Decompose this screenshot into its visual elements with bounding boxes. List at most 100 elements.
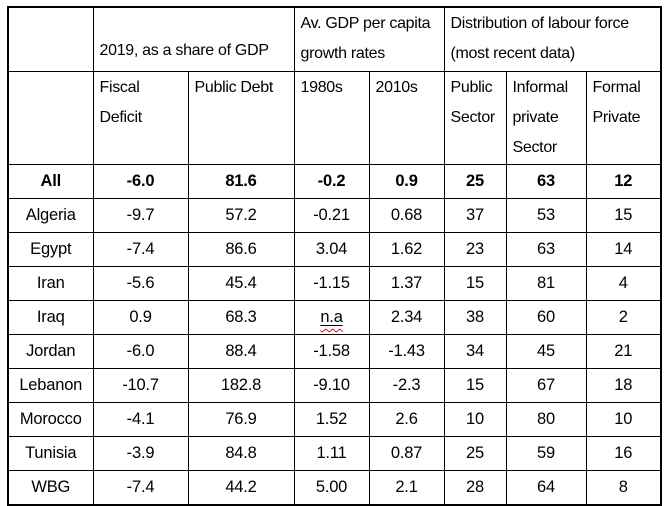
- cell: 10: [585, 402, 662, 437]
- cell: -0.2: [293, 164, 370, 199]
- cell: -0.21: [293, 198, 370, 233]
- cell: -2.3: [368, 368, 445, 403]
- cell: 57.2: [187, 198, 295, 233]
- cell: 64: [505, 470, 587, 506]
- cell: 81: [505, 266, 587, 301]
- cell: -7.4: [92, 470, 189, 506]
- cell: 84.8: [187, 436, 295, 471]
- cell: 45.4: [187, 266, 295, 301]
- cell: -1.15: [293, 266, 370, 301]
- cell: 86.6: [187, 232, 295, 267]
- cell: 12: [585, 164, 662, 199]
- cell: n.a: [293, 300, 370, 335]
- cell: 0.9: [92, 300, 189, 335]
- group-header-growth-rates: Av. GDP per capita growth rates: [293, 6, 445, 72]
- empty-corner-cell: [7, 6, 94, 72]
- cell: 15: [443, 368, 507, 403]
- table-row-morocco: Morocco -4.1 76.9 1.52 2.6 10 80 10: [7, 402, 662, 437]
- cell: -5.6: [92, 266, 189, 301]
- table-row-iran: Iran -5.6 45.4 -1.15 1.37 15 81 4: [7, 266, 662, 301]
- cell: -6.0: [92, 334, 189, 369]
- cell: 81.6: [187, 164, 295, 199]
- cell: 3.04: [293, 232, 370, 267]
- cell: -3.9: [92, 436, 189, 471]
- cell: 25: [443, 436, 507, 471]
- cell: 8: [585, 470, 662, 506]
- col-header-2010s: 2010s: [368, 71, 445, 165]
- cell: 21: [585, 334, 662, 369]
- cell: 80: [505, 402, 587, 437]
- col-header-1980s: 1980s: [293, 71, 370, 165]
- cell: 28: [443, 470, 507, 506]
- cell: 18: [585, 368, 662, 403]
- cell: -4.1: [92, 402, 189, 437]
- cell: 1.62: [368, 232, 445, 267]
- table-row-egypt: Egypt -7.4 86.6 3.04 1.62 23 63 14: [7, 232, 662, 267]
- cell: -10.7: [92, 368, 189, 403]
- cell: 44.2: [187, 470, 295, 506]
- cell: 0.68: [368, 198, 445, 233]
- row-label: Morocco: [7, 402, 94, 437]
- table-row-tunisia: Tunisia -3.9 84.8 1.11 0.87 25 59 16: [7, 436, 662, 471]
- na-value-underlined: n.a: [320, 308, 343, 326]
- spellcheck-squiggle: n.a: [320, 308, 343, 326]
- cell: 23: [443, 232, 507, 267]
- cell: 2.6: [368, 402, 445, 437]
- cell: 45: [505, 334, 587, 369]
- row-label: Lebanon: [7, 368, 94, 403]
- column-header-row: Fiscal Deficit Public Debt 1980s 2010s P…: [7, 71, 662, 165]
- cell: -9.7: [92, 198, 189, 233]
- table-row-jordan: Jordan -6.0 88.4 -1.58 -1.43 34 45 21: [7, 334, 662, 369]
- cell: 4: [585, 266, 662, 301]
- cell: 182.8: [187, 368, 295, 403]
- row-label: Iran: [7, 266, 94, 301]
- cell: 1.11: [293, 436, 370, 471]
- header-group-row: 2019, as a share of GDP Av. GDP per capi…: [7, 6, 662, 72]
- col-header-public-debt: Public Debt: [187, 71, 295, 165]
- cell: 1.52: [293, 402, 370, 437]
- cell: 16: [585, 436, 662, 471]
- cell: -7.4: [92, 232, 189, 267]
- cell: 2.1: [368, 470, 445, 506]
- cell: 34: [443, 334, 507, 369]
- cell: 15: [443, 266, 507, 301]
- cell: 60: [505, 300, 587, 335]
- cell: 10: [443, 402, 507, 437]
- table-row-algeria: Algeria -9.7 57.2 -0.21 0.68 37 53 15: [7, 198, 662, 233]
- empty-corner-cell: [7, 71, 94, 165]
- row-label: All: [7, 164, 94, 199]
- cell: 0.9: [368, 164, 445, 199]
- cell: 1.37: [368, 266, 445, 301]
- cell: 76.9: [187, 402, 295, 437]
- table-row-iraq: Iraq 0.9 68.3 n.a 2.34 38 60 2: [7, 300, 662, 335]
- cell: 25: [443, 164, 507, 199]
- cell: 88.4: [187, 334, 295, 369]
- col-header-public-sector: Public Sector: [443, 71, 507, 165]
- cell: 0.87: [368, 436, 445, 471]
- row-label: Iraq: [7, 300, 94, 335]
- cell: 15: [585, 198, 662, 233]
- table-row-lebanon: Lebanon -10.7 182.8 -9.10 -2.3 15 67 18: [7, 368, 662, 403]
- group-header-labour-force: Distribution of labour force (most recen…: [443, 6, 662, 72]
- cell: 37: [443, 198, 507, 233]
- col-header-informal-private-sector: Informal private Sector: [505, 71, 587, 165]
- cell: -9.10: [293, 368, 370, 403]
- cell: -1.43: [368, 334, 445, 369]
- cell: 5.00: [293, 470, 370, 506]
- row-label: Algeria: [7, 198, 94, 233]
- cell: 68.3: [187, 300, 295, 335]
- statistics-table: 2019, as a share of GDP Av. GDP per capi…: [7, 6, 662, 506]
- row-label: Tunisia: [7, 436, 94, 471]
- cell: 63: [505, 164, 587, 199]
- table-row-all: All -6.0 81.6 -0.2 0.9 25 63 12: [7, 164, 662, 199]
- col-header-formal-private: Formal Private: [585, 71, 662, 165]
- cell: 63: [505, 232, 587, 267]
- row-label: WBG: [7, 470, 94, 506]
- cell: 67: [505, 368, 587, 403]
- cell: -6.0: [92, 164, 189, 199]
- cell: 59: [505, 436, 587, 471]
- cell: 14: [585, 232, 662, 267]
- row-label: Egypt: [7, 232, 94, 267]
- row-label: Jordan: [7, 334, 94, 369]
- cell: 2: [585, 300, 662, 335]
